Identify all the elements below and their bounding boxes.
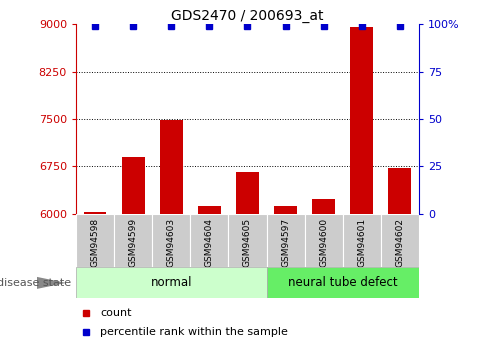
Text: GSM94603: GSM94603	[167, 218, 176, 267]
Bar	[114, 214, 152, 267]
Bar	[122, 157, 145, 214]
Text: GSM94600: GSM94600	[319, 218, 328, 267]
Bar	[76, 267, 267, 298]
Text: GSM94601: GSM94601	[357, 218, 367, 267]
Title: GDS2470 / 200693_at: GDS2470 / 200693_at	[171, 9, 324, 23]
Text: disease state: disease state	[0, 278, 71, 288]
Text: percentile rank within the sample: percentile rank within the sample	[100, 327, 288, 337]
Bar	[190, 214, 228, 267]
Bar	[84, 212, 106, 214]
Text: normal: normal	[150, 276, 192, 289]
Text: GSM94604: GSM94604	[205, 218, 214, 267]
Bar	[305, 214, 343, 267]
Text: count: count	[100, 308, 131, 318]
Bar	[198, 206, 221, 214]
Bar	[343, 214, 381, 267]
Bar	[267, 214, 305, 267]
Text: GSM94597: GSM94597	[281, 218, 290, 267]
Text: GSM94602: GSM94602	[395, 218, 404, 267]
Bar	[312, 199, 335, 214]
Bar	[389, 168, 411, 214]
Text: GSM94605: GSM94605	[243, 218, 252, 267]
Text: neural tube defect: neural tube defect	[288, 276, 397, 289]
Polygon shape	[37, 277, 66, 289]
Bar	[274, 206, 297, 214]
Bar	[236, 172, 259, 214]
Text: GSM94599: GSM94599	[128, 218, 138, 267]
Bar	[350, 27, 373, 214]
Bar	[160, 120, 183, 214]
Bar	[152, 214, 190, 267]
Bar	[76, 214, 114, 267]
Bar	[381, 214, 419, 267]
Text: GSM94598: GSM94598	[91, 218, 99, 267]
Bar	[228, 214, 267, 267]
Bar	[267, 267, 419, 298]
